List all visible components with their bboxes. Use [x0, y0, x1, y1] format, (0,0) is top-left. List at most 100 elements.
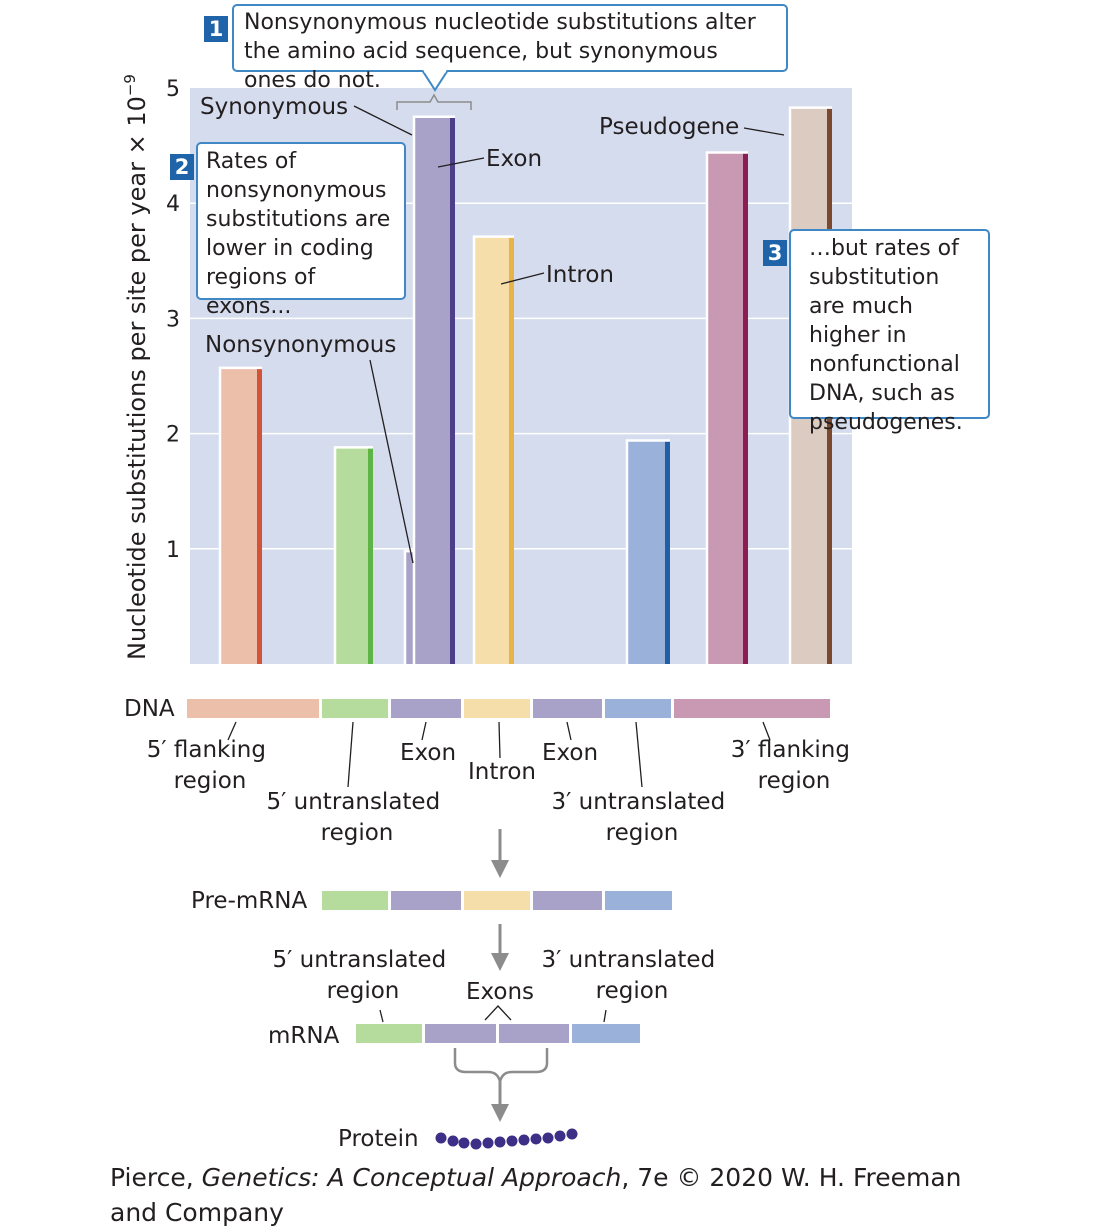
- label-synonymous: Synonymous: [200, 94, 348, 120]
- bar-edge: [509, 236, 514, 664]
- gene-diagram: DNA 5′ flanking region 5′ untranslated r…: [124, 696, 858, 1152]
- segment-intron: [464, 891, 530, 910]
- amino-acid-bead: [447, 1135, 459, 1147]
- callout-3: …but rates of substitution are much high…: [789, 229, 990, 435]
- bar-fill: [335, 447, 373, 664]
- callout-1-pointer: [421, 70, 449, 92]
- mrna-label: mRNA: [268, 1023, 340, 1049]
- leader-exon: [437, 157, 485, 168]
- callout-1: Nonsynonymous nucleotide substitutions a…: [232, 4, 788, 93]
- caption-title: Genetics: A Conceptual Approach: [201, 1163, 622, 1192]
- bar-highlight: [412, 115, 455, 664]
- amino-acid-bead: [482, 1137, 494, 1149]
- segment-flank5: [187, 699, 319, 718]
- segment-utr5: [322, 699, 388, 718]
- bracket-exon: [396, 93, 472, 110]
- amino-acid-bead: [435, 1132, 447, 1144]
- arrow-splicing: [491, 924, 509, 971]
- bar-highlight: [218, 366, 262, 664]
- segment-utr5: [356, 1024, 422, 1043]
- bar-highlight: [472, 235, 514, 664]
- dna-label-intron: Intron: [468, 759, 536, 785]
- leader-nonsynonymous: [369, 359, 414, 564]
- bar: [472, 235, 514, 664]
- premrna-bar: [322, 891, 672, 910]
- amino-acid-bead: [458, 1137, 470, 1149]
- caption: Pierce, Genetics: A Conceptual Approach,…: [110, 1160, 1010, 1230]
- amino-acid-bead: [542, 1132, 554, 1144]
- y-tick-label: 3: [166, 307, 180, 332]
- y-axis-label: Nucleotide substitutions per site per ye…: [121, 74, 151, 660]
- bar-edge: [257, 367, 262, 664]
- dna-label: DNA: [124, 696, 175, 722]
- segment-exon: [499, 1024, 569, 1043]
- bar-annotations: Synonymous Exon Intron Nonsynonymous Pse…: [200, 93, 785, 564]
- amino-acid-bead: [470, 1138, 482, 1150]
- segment-utr3: [572, 1024, 640, 1043]
- mrna-label-utr3: 3′ untranslated region: [541, 947, 722, 1004]
- bar-fill: [220, 367, 262, 664]
- mrna-label-utr5: 5′ untranslated region: [272, 947, 453, 1004]
- caption-prefix: Pierce,: [110, 1163, 202, 1192]
- bar-fill: [627, 440, 670, 664]
- caption-suffix: , 7e © 2020 W. H. Freeman and Company: [110, 1163, 962, 1227]
- callout-2-number: 2: [170, 154, 194, 180]
- amino-acid-bead: [518, 1134, 530, 1146]
- dna-label-utr5: 5′ untranslated region: [266, 789, 447, 846]
- bar: [412, 115, 455, 665]
- bar-highlight: [788, 106, 832, 664]
- callout-1-number: 1: [204, 16, 228, 42]
- protein-chain: [435, 1128, 578, 1150]
- segment-exon: [391, 891, 461, 910]
- bar-edge: [743, 152, 748, 664]
- bar-highlight: [705, 151, 748, 664]
- dna-label-flank5: 5′ flanking region: [147, 737, 274, 794]
- dna-bar: [187, 699, 830, 718]
- bar-edge: [368, 447, 373, 664]
- y-axis-ticks: 1 2 3 4 5: [166, 77, 180, 563]
- callout-2: Rates of nonsynonymous substitutions are…: [196, 142, 406, 319]
- arrow-translation: [453, 1048, 549, 1122]
- bar-edge: [450, 116, 455, 665]
- amino-acid-bead: [494, 1136, 506, 1148]
- y-tick-label: 5: [166, 77, 180, 102]
- bar: [705, 151, 748, 664]
- callout-1-text: Nonsynonymous nucleotide substitutions a…: [244, 10, 756, 93]
- arrow-transcription: [491, 829, 509, 878]
- bar-fill: [414, 116, 455, 665]
- label-exon: Exon: [486, 146, 542, 172]
- bar-fill: [474, 236, 514, 664]
- y-tick-label: 2: [166, 423, 180, 448]
- segment-utr5: [322, 891, 388, 910]
- segment-utr3: [605, 891, 672, 910]
- leader-pseudogene: [743, 127, 785, 136]
- mrna-leaders: [379, 1005, 607, 1023]
- label-pseudogene: Pseudogene: [599, 114, 739, 140]
- callout-2-text: Rates of nonsynonymous substitutions are…: [206, 149, 391, 319]
- amino-acid-bead: [554, 1130, 566, 1142]
- segment-exon: [391, 699, 461, 718]
- leader-synonymous: [353, 105, 413, 136]
- callout-3-number: 3: [763, 240, 787, 266]
- bar: [218, 366, 262, 664]
- label-intron: Intron: [546, 262, 614, 288]
- segment-utr3: [605, 699, 671, 718]
- bar-highlight: [625, 439, 670, 664]
- dna-label-exon1: Exon: [400, 740, 456, 766]
- dna-label-utr3: 3′ untranslated region: [551, 789, 732, 846]
- premrna-label: Pre-mRNA: [191, 888, 307, 914]
- y-tick-label: 1: [166, 538, 180, 563]
- amino-acid-bead: [530, 1133, 542, 1145]
- segment-exon: [425, 1024, 496, 1043]
- bar-highlight: [333, 446, 373, 664]
- segment-intron: [464, 699, 530, 718]
- segment-flank3: [674, 699, 830, 718]
- protein-label: Protein: [338, 1126, 419, 1152]
- y-tick-label: 4: [166, 192, 180, 217]
- dna-label-flank3: 3′ flanking region: [731, 737, 858, 794]
- segment-exon: [533, 891, 602, 910]
- amino-acid-bead: [506, 1135, 518, 1147]
- dna-leaders: [227, 721, 771, 788]
- dna-label-exon2: Exon: [542, 740, 598, 766]
